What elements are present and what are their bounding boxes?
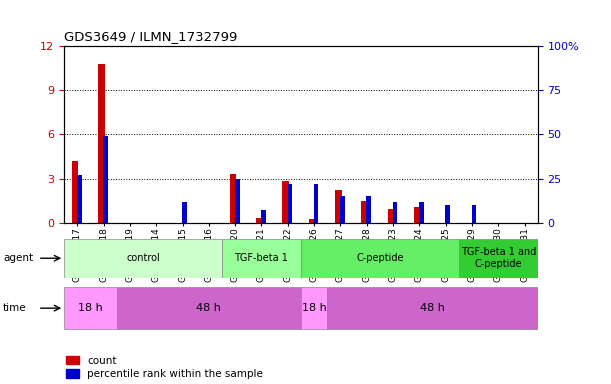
Bar [459,239,538,278]
Bar [235,179,240,223]
Bar [103,136,108,223]
Text: time: time [3,303,27,313]
Bar [414,207,420,223]
Text: 48 h: 48 h [196,303,221,313]
Text: TGF-beta 1 and
C-peptide: TGF-beta 1 and C-peptide [461,247,536,269]
Bar [361,200,368,223]
Bar [445,205,450,223]
Text: control: control [126,253,160,263]
Bar [230,174,236,223]
Bar [64,287,117,329]
Bar [77,175,82,223]
Bar [182,202,187,223]
Bar [335,190,342,223]
Bar [327,287,538,329]
Text: 48 h: 48 h [420,303,445,313]
Bar [262,210,266,223]
Bar [117,287,301,329]
Text: agent: agent [3,253,33,263]
Text: TGF-beta 1: TGF-beta 1 [235,253,288,263]
Bar [340,196,345,223]
Bar [256,218,263,223]
Bar [472,205,477,223]
Bar [288,184,292,223]
Bar [367,196,371,223]
Text: 18 h: 18 h [302,303,326,313]
Bar [314,184,318,223]
Bar [387,210,394,223]
Bar [301,287,327,329]
Bar [301,239,459,278]
Bar [309,219,315,223]
Bar [419,202,423,223]
Bar [393,202,397,223]
Text: GDS3649 / ILMN_1732799: GDS3649 / ILMN_1732799 [64,30,238,43]
Text: 18 h: 18 h [78,303,103,313]
Text: C-peptide: C-peptide [356,253,404,263]
Legend: count, percentile rank within the sample: count, percentile rank within the sample [67,356,263,379]
Bar [222,239,301,278]
Bar [282,181,289,223]
Bar [98,64,105,223]
Bar [64,239,222,278]
Bar [72,161,78,223]
